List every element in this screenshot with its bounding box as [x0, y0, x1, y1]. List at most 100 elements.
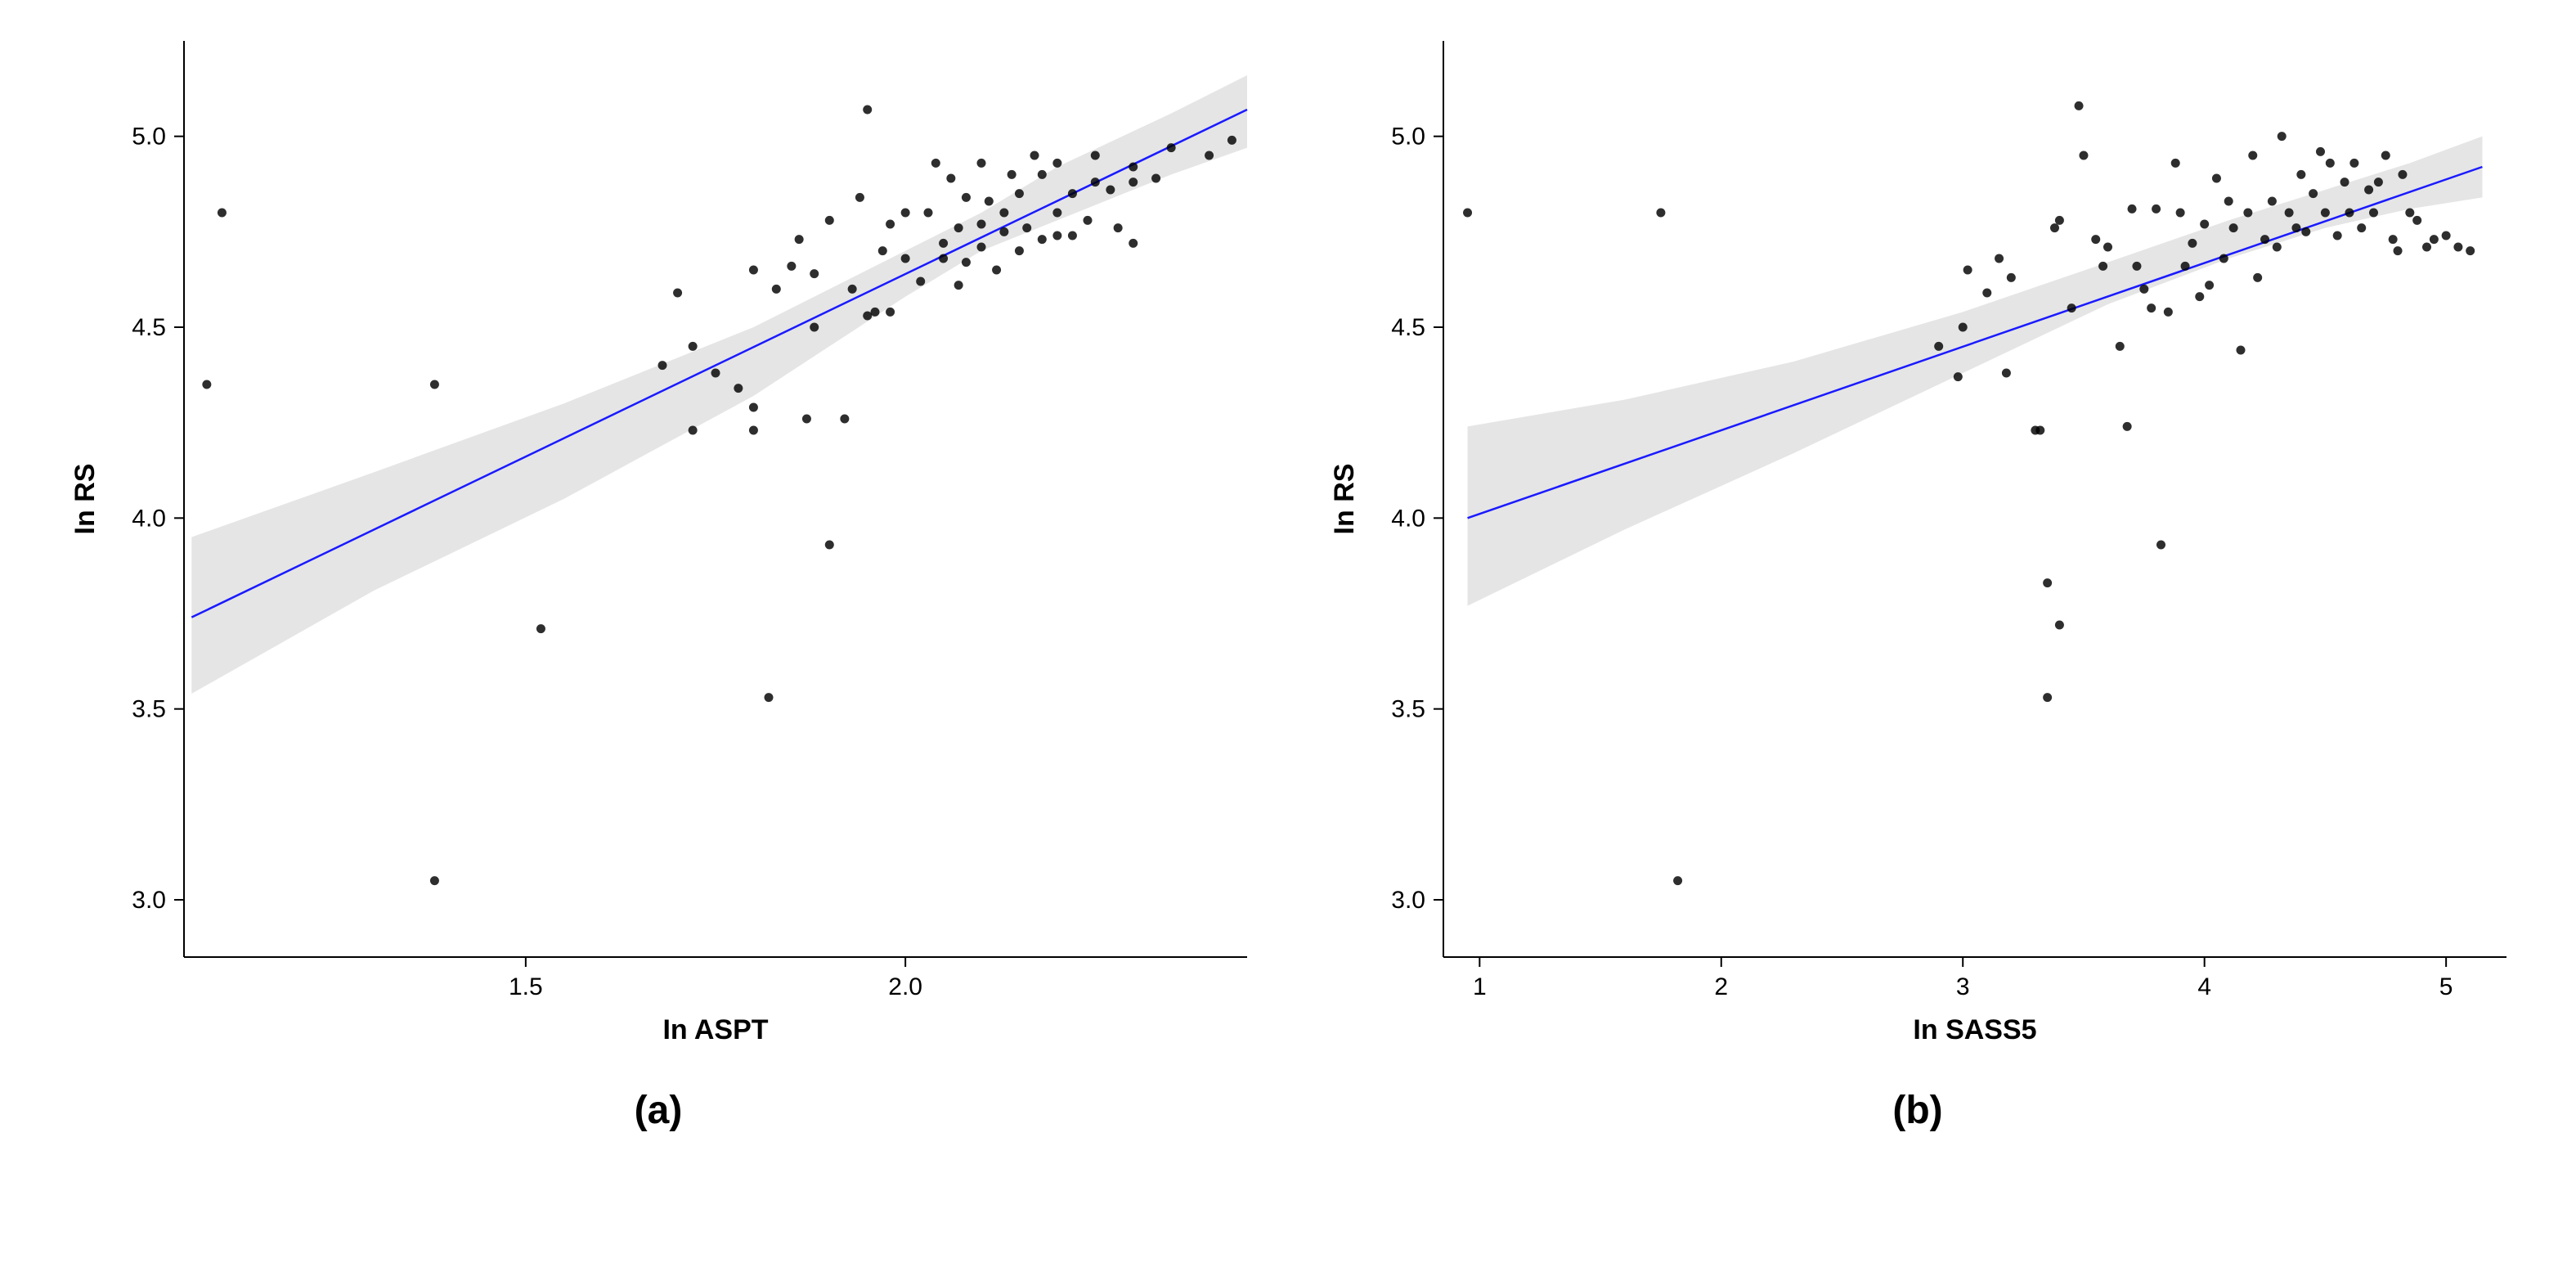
data-point — [711, 369, 720, 378]
data-point — [1227, 136, 1236, 145]
data-point — [658, 361, 667, 370]
data-point — [2364, 186, 2373, 195]
data-point — [787, 262, 796, 271]
scatter-panel-b: 123453.03.54.04.55.0In SASS5In RS — [1304, 16, 2531, 1080]
data-point — [1167, 143, 1176, 152]
data-point — [2103, 243, 2112, 252]
data-point — [1129, 178, 1138, 187]
data-point — [2278, 132, 2287, 141]
data-point — [1091, 151, 1100, 160]
data-point — [2152, 205, 2161, 213]
y-tick-label: 3.0 — [1391, 887, 1425, 914]
data-point — [2296, 170, 2305, 179]
data-point — [2237, 346, 2246, 355]
data-point — [2229, 223, 2238, 232]
data-point — [810, 269, 819, 278]
data-point — [1015, 246, 1024, 255]
data-point — [2219, 254, 2228, 263]
data-point — [954, 223, 963, 232]
data-point — [2405, 209, 2414, 218]
data-point — [2321, 209, 2330, 218]
data-point — [1114, 223, 1123, 232]
data-point — [2043, 693, 2052, 702]
x-axis-title: In SASS5 — [1913, 1014, 2036, 1045]
data-point — [1084, 216, 1093, 225]
x-tick-label: 1 — [1473, 973, 1487, 1000]
data-point — [2374, 178, 2383, 187]
data-point — [1068, 231, 1077, 240]
data-point — [1052, 209, 1061, 218]
y-axis-title: In RS — [1329, 464, 1360, 535]
data-point — [2394, 246, 2403, 255]
data-point — [985, 197, 994, 206]
data-point — [1656, 209, 1665, 218]
x-tick-label: 3 — [1956, 973, 1970, 1000]
data-point — [2147, 303, 2156, 312]
data-point — [848, 285, 857, 294]
data-point — [430, 876, 439, 885]
data-point — [840, 415, 849, 424]
figure: 1.52.03.03.54.04.55.0In ASPTIn RS (a) 12… — [0, 0, 2576, 1141]
data-point — [2007, 273, 2016, 282]
data-point — [689, 342, 698, 351]
data-point — [2316, 147, 2325, 156]
data-point — [946, 174, 955, 183]
data-point — [202, 380, 211, 389]
data-point — [2139, 285, 2148, 294]
data-point — [218, 209, 227, 218]
data-point — [772, 285, 781, 294]
data-point — [1959, 323, 1968, 332]
data-point — [1982, 289, 1991, 298]
data-point — [2055, 621, 2064, 630]
data-point — [2260, 235, 2269, 244]
data-point — [939, 254, 948, 263]
data-point — [2349, 159, 2358, 168]
data-point — [2098, 262, 2107, 271]
data-point — [1022, 223, 1031, 232]
data-point — [1008, 170, 1016, 179]
data-point — [802, 415, 811, 424]
y-axis-title: In RS — [70, 464, 101, 535]
data-point — [2156, 541, 2165, 550]
data-point — [2273, 243, 2282, 252]
data-point — [2412, 216, 2421, 225]
data-point — [2212, 174, 2221, 183]
y-tick-label: 5.0 — [132, 124, 166, 151]
data-point — [1052, 231, 1061, 240]
data-point — [2195, 292, 2204, 301]
data-point — [689, 426, 698, 435]
data-point — [2205, 281, 2214, 290]
data-point — [2285, 209, 2294, 218]
x-tick-label: 1.5 — [509, 973, 543, 1000]
x-tick-label: 4 — [2197, 973, 2211, 1000]
data-point — [962, 193, 971, 202]
scatter-panel-a: 1.52.03.03.54.04.55.0In ASPTIn RS — [45, 16, 1272, 1080]
data-point — [2340, 178, 2349, 187]
data-point — [825, 541, 834, 550]
data-point — [2075, 101, 2084, 110]
data-point — [2268, 197, 2277, 206]
data-point — [2181, 262, 2190, 271]
data-point — [2243, 209, 2252, 218]
data-point — [1963, 266, 1972, 275]
data-point — [2171, 159, 2180, 168]
data-point — [749, 403, 758, 412]
data-point — [939, 239, 948, 248]
data-point — [1052, 159, 1061, 168]
data-point — [1129, 239, 1138, 248]
data-point — [901, 254, 910, 263]
data-point — [2248, 151, 2257, 160]
data-point — [2002, 369, 2011, 378]
y-tick-label: 5.0 — [1391, 124, 1425, 151]
data-point — [1091, 178, 1100, 187]
y-tick-label: 3.5 — [132, 696, 166, 723]
x-tick-label: 2 — [1714, 973, 1728, 1000]
data-point — [863, 106, 872, 115]
data-point — [2188, 239, 2197, 248]
y-tick-label: 3.5 — [1391, 696, 1425, 723]
data-point — [886, 308, 895, 317]
data-point — [886, 220, 895, 229]
data-point — [2043, 578, 2052, 587]
data-point — [2132, 262, 2141, 271]
data-point — [749, 426, 758, 435]
